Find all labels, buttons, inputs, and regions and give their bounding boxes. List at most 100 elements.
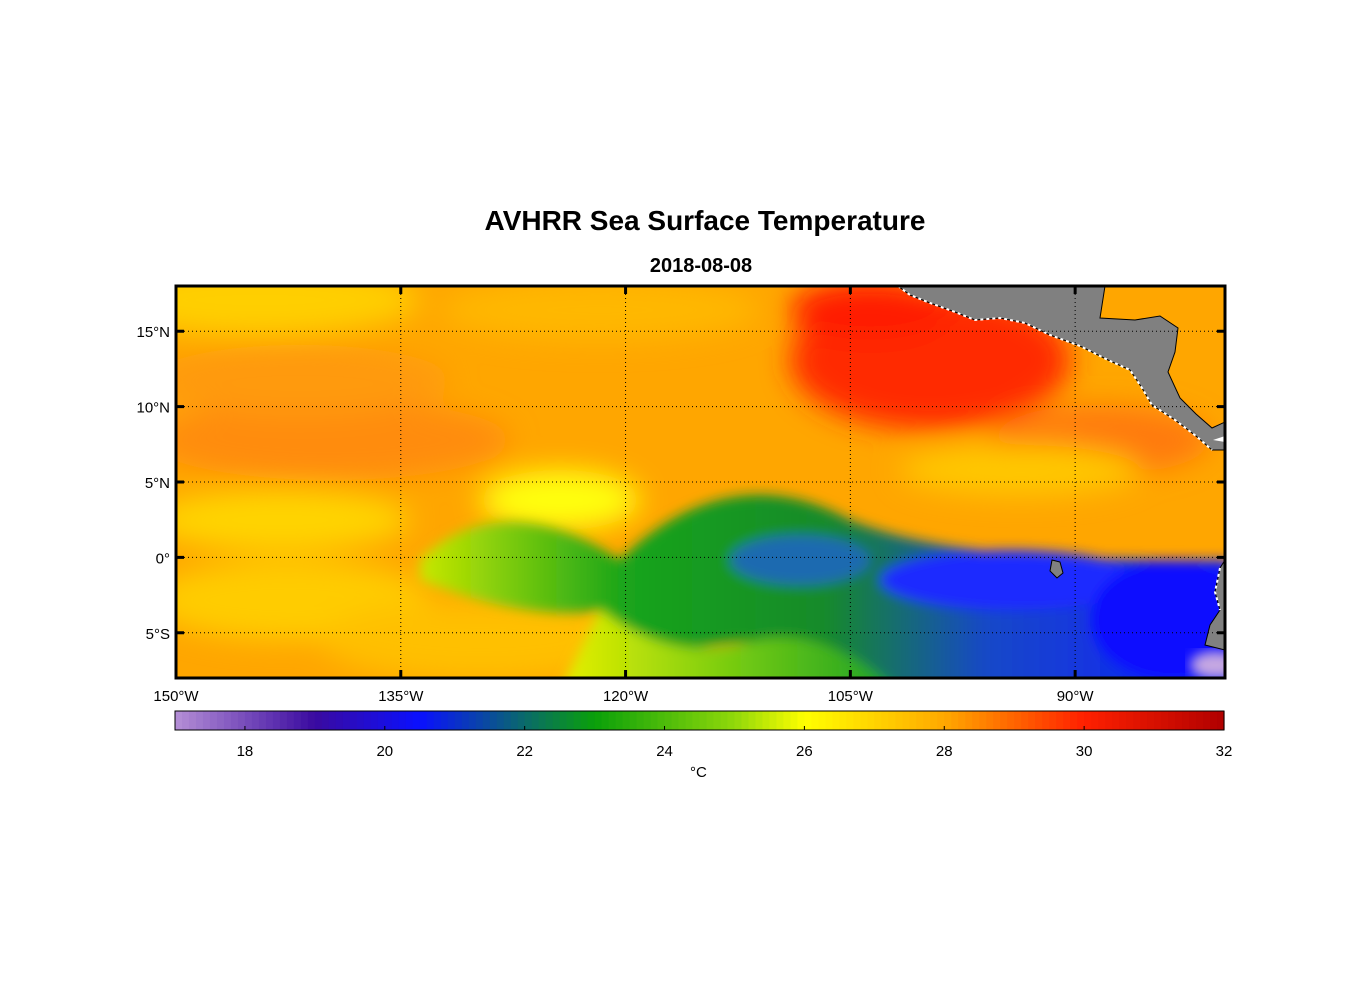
- colorbar-step: [1147, 711, 1155, 730]
- colorbar-step: [839, 711, 847, 730]
- colorbar-step: [1105, 711, 1113, 730]
- colorbar-step: [601, 711, 610, 730]
- colorbar-tick-label: 24: [656, 743, 673, 760]
- colorbar-step: [1000, 711, 1008, 730]
- colorbar-tick-label: 18: [237, 743, 254, 760]
- colorbar: [175, 711, 1225, 730]
- colorbar-step: [629, 711, 638, 730]
- lon-label: 90°W: [1057, 688, 1095, 705]
- colorbar-step: [909, 711, 917, 730]
- colorbar-step: [986, 711, 994, 730]
- lat-label: 5°N: [145, 475, 170, 492]
- colorbar-step: [832, 711, 840, 730]
- colorbar-step: [1168, 711, 1176, 730]
- colorbar-step: [1084, 711, 1092, 730]
- colorbar-step: [762, 711, 771, 730]
- colorbar-step: [398, 711, 407, 730]
- colorbar-step: [1042, 711, 1050, 730]
- lon-label: 150°W: [153, 688, 199, 705]
- colorbar-step: [979, 711, 987, 730]
- colorbar-step: [307, 711, 316, 730]
- colorbar-step: [741, 711, 750, 730]
- colorbar-step: [272, 711, 281, 730]
- colorbar-step: [797, 711, 805, 730]
- lon-label: 120°W: [603, 688, 649, 705]
- colorbar-step: [846, 711, 854, 730]
- colorbar-step: [776, 711, 785, 730]
- colorbar-step: [622, 711, 631, 730]
- colorbar-step: [433, 711, 442, 730]
- colorbar-step: [881, 711, 889, 730]
- colorbar-step: [223, 711, 232, 730]
- colorbar-ticks: 18 20 22 24 26 28 30 32: [237, 726, 1233, 760]
- colorbar-step: [734, 711, 743, 730]
- colorbar-step: [531, 711, 540, 730]
- colorbar-step: [489, 711, 498, 730]
- colorbar-step: [1098, 711, 1106, 730]
- colorbar-step: [937, 711, 945, 730]
- latitude-labels: 15°N 10°N 5°N 0° 5°S: [136, 324, 170, 643]
- colorbar-step: [265, 711, 274, 730]
- colorbar-step: [853, 711, 861, 730]
- colorbar-step: [930, 711, 938, 730]
- colorbar-tick-label: 32: [1216, 743, 1233, 760]
- colorbar-step: [181, 711, 190, 730]
- colorbar-tick-label: 26: [796, 743, 813, 760]
- colorbar-step: [258, 711, 267, 730]
- colorbar-step: [370, 711, 379, 730]
- colorbar-step: [300, 711, 309, 730]
- colorbar-step: [524, 711, 533, 730]
- colorbar-step: [1161, 711, 1169, 730]
- lat-label: 15°N: [136, 324, 170, 341]
- galapagos-islands: [1049, 559, 1064, 579]
- colorbar-step: [503, 711, 512, 730]
- colorbar-step: [468, 711, 477, 730]
- colorbar-step: [195, 711, 204, 730]
- colorbar-step: [587, 711, 596, 730]
- colorbar-step: [678, 711, 687, 730]
- colorbar-step: [867, 711, 875, 730]
- colorbar-step: [643, 711, 652, 730]
- colorbar-step: [972, 711, 980, 730]
- colorbar-step: [426, 711, 435, 730]
- colorbar-step: [580, 711, 589, 730]
- colorbar-step: [328, 711, 337, 730]
- colorbar-step: [1182, 711, 1190, 730]
- lat-label: 10°N: [136, 400, 170, 417]
- colorbar-step: [790, 711, 799, 730]
- colorbar-step: [888, 711, 896, 730]
- colorbar-step: [1175, 711, 1183, 730]
- colorbar-step: [552, 711, 561, 730]
- colorbar-step: [314, 711, 323, 730]
- land-south-america: [1204, 559, 1225, 651]
- colorbar-step: [755, 711, 764, 730]
- colorbar-step: [916, 711, 924, 730]
- colorbar-step: [475, 711, 484, 730]
- colorbar-step: [356, 711, 365, 730]
- colorbar-step: [1063, 711, 1071, 730]
- colorbar-step: [706, 711, 715, 730]
- colorbar-step: [804, 711, 812, 730]
- lon-label: 105°W: [828, 688, 874, 705]
- colorbar-tick-label: 20: [376, 743, 393, 760]
- colorbar-step: [671, 711, 680, 730]
- colorbar-step: [482, 711, 491, 730]
- colorbar-step: [363, 711, 372, 730]
- colorbar-step: [692, 711, 701, 730]
- colorbar-step: [1203, 711, 1211, 730]
- colorbar-step: [895, 711, 903, 730]
- colorbar-step: [342, 711, 351, 730]
- lat-label: 0°: [156, 550, 170, 567]
- colorbar-step: [440, 711, 449, 730]
- colorbar-step: [573, 711, 582, 730]
- colorbar-step: [216, 711, 225, 730]
- colorbar-step: [559, 711, 568, 730]
- colorbar-step: [951, 711, 959, 730]
- land-central-america: [897, 286, 1225, 451]
- colorbar-tick-label: 30: [1076, 743, 1093, 760]
- colorbar-step: [1140, 711, 1148, 730]
- colorbar-step: [860, 711, 868, 730]
- lon-label: 135°W: [378, 688, 424, 705]
- longitude-labels: 150°W 135°W 120°W 105°W 90°W: [153, 688, 1094, 705]
